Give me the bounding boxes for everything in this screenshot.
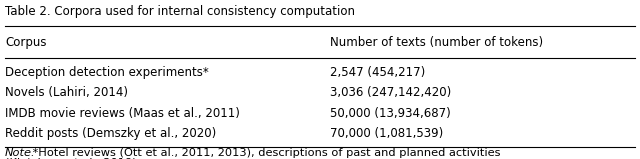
Text: Reddit posts (Demszky et al., 2020): Reddit posts (Demszky et al., 2020) (5, 127, 216, 140)
Text: Corpus: Corpus (5, 36, 47, 49)
Text: Deception detection experiments*: Deception detection experiments* (5, 66, 209, 79)
Text: 50,000 (13,934,687): 50,000 (13,934,687) (330, 107, 451, 120)
Text: IMDB movie reviews (Maas et al., 2011): IMDB movie reviews (Maas et al., 2011) (5, 107, 240, 120)
Text: Note.: Note. (5, 148, 36, 158)
Text: Number of texts (number of tokens): Number of texts (number of tokens) (330, 36, 543, 49)
Text: (Kleinberg et al., 2019): (Kleinberg et al., 2019) (5, 158, 137, 159)
Text: Table 2. Corpora used for internal consistency computation: Table 2. Corpora used for internal consi… (5, 5, 355, 18)
Text: *Hotel reviews (Ott et al., 2011, 2013), descriptions of past and planned activi: *Hotel reviews (Ott et al., 2011, 2013),… (29, 148, 501, 158)
Text: 2,547 (454,217): 2,547 (454,217) (330, 66, 425, 79)
Text: 3,036 (247,142,420): 3,036 (247,142,420) (330, 86, 451, 99)
Text: Novels (Lahiri, 2014): Novels (Lahiri, 2014) (5, 86, 128, 99)
Text: 70,000 (1,081,539): 70,000 (1,081,539) (330, 127, 443, 140)
